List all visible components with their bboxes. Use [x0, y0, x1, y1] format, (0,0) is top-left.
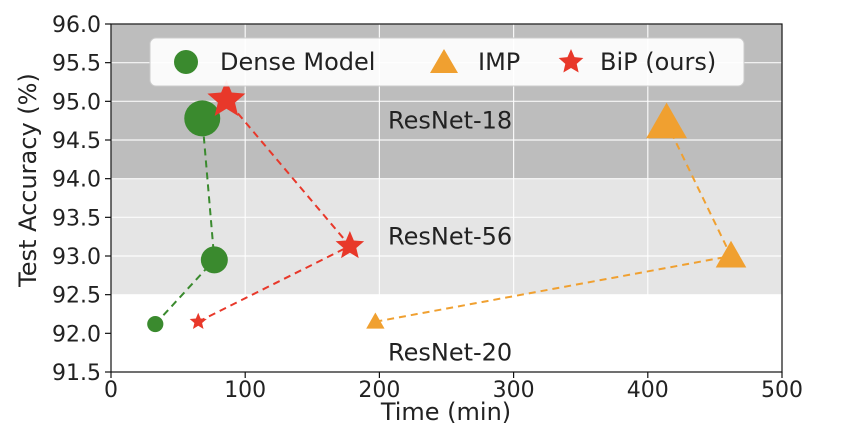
- y-tick-label: 93.0: [52, 245, 101, 270]
- marker-imp-resnet-20: [366, 312, 385, 329]
- marker-bip-ours-resnet-18: [207, 79, 246, 116]
- plot-frame: [110, 23, 783, 373]
- y-tick-label: 94.5: [52, 129, 101, 154]
- x-tick-label: 500: [761, 378, 803, 403]
- legend-label-imp: IMP: [478, 48, 520, 76]
- band-label-resnet-18: ResNet-18: [388, 107, 512, 135]
- y-tick-label: 92.5: [52, 284, 101, 309]
- y-tick-label: 95.5: [52, 52, 101, 77]
- x-tick-label: 100: [224, 378, 266, 403]
- y-tick-label: 92.0: [52, 322, 101, 347]
- x-tick-label: 200: [358, 378, 400, 403]
- legend: Dense Model IMP BiP (ours): [149, 37, 745, 87]
- y-tick-label: 94.0: [52, 168, 101, 193]
- x-axis-title: Time (min): [380, 398, 511, 426]
- legend-label-bip-ours: BiP (ours): [600, 48, 716, 76]
- marker-bip-ours-resnet-20: [189, 312, 207, 330]
- marker-dense-model-resnet-56: [200, 246, 228, 274]
- band-labels: ResNet-18 ResNet-56 ResNet-20: [388, 107, 512, 367]
- legend-label-dense-model: Dense Model: [220, 48, 375, 76]
- x-tick-label: 400: [627, 378, 669, 403]
- y-tick-label: 95.0: [52, 90, 101, 115]
- series-markers: [147, 79, 747, 333]
- legend-marker-bip-ours: [558, 49, 584, 73]
- y-tick-label: 91.5: [52, 361, 101, 386]
- marker-bip-ours-resnet-56: [335, 230, 365, 259]
- marker-dense-model-resnet-18: [184, 100, 221, 137]
- legend-marker-imp: [430, 49, 458, 73]
- y-axis-title: Test Accuracy (%): [14, 73, 42, 288]
- band-label-resnet-20: ResNet-20: [388, 339, 512, 367]
- marker-imp-resnet-18: [646, 102, 687, 139]
- x-tick-label: 0: [104, 378, 118, 403]
- legend-marker-dense-model: [174, 50, 198, 74]
- axes: 0 100 200 300 400 500 91.5 92.0 92.5 93.0 93.5 94.0…: [52, 13, 803, 403]
- x-tick-label: 300: [493, 378, 535, 403]
- y-tick-label: 96.0: [52, 13, 101, 38]
- band-resnet-56: [111, 178, 782, 295]
- marker-dense-model-resnet-20: [147, 315, 164, 333]
- band-label-resnet-56: ResNet-56: [388, 223, 512, 251]
- marker-imp-resnet-56: [715, 240, 747, 268]
- y-tick-label: 93.5: [52, 206, 101, 231]
